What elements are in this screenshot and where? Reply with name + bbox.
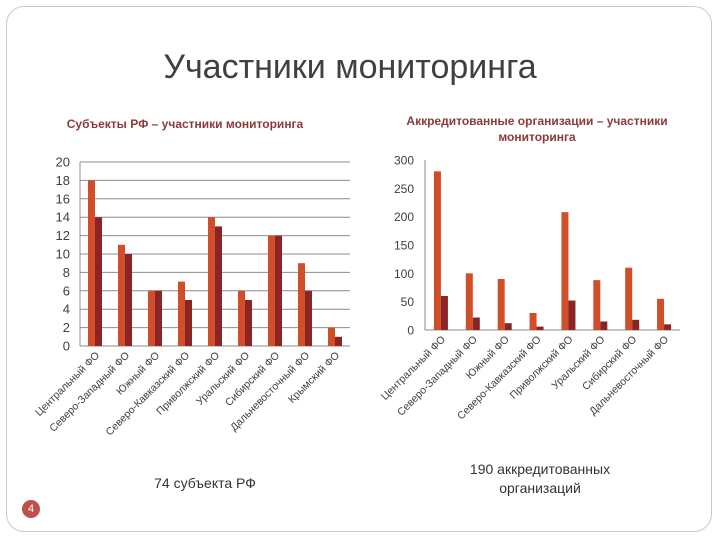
chart1-bar-series1 xyxy=(657,298,665,330)
chart0-bar-series2 xyxy=(245,300,252,346)
caption-right-line2: организаций xyxy=(499,480,581,496)
chart1-bar-series2 xyxy=(664,324,672,330)
chart0-bar-series2 xyxy=(185,300,192,346)
chart0-bar-series1 xyxy=(88,180,95,346)
chart1-bar-series1 xyxy=(465,273,473,330)
chart0-bar-series2 xyxy=(215,226,222,346)
chart1-bar-series1 xyxy=(529,313,537,330)
page-number-badge: 4 xyxy=(22,500,40,518)
chart1-bar-series2 xyxy=(504,323,512,330)
chart0-ytick-label: 0 xyxy=(63,339,70,354)
chart1-bar-series1 xyxy=(433,171,441,330)
chart1-ytick-label: 0 xyxy=(407,324,414,338)
chart0-bar-series1 xyxy=(298,263,305,346)
chart1-bar-series1 xyxy=(561,212,569,330)
chart0-ytick-label: 16 xyxy=(56,191,70,206)
chart-left-title: Субъекты РФ – участники мониторинга xyxy=(66,117,304,131)
chart1-ytick-label: 200 xyxy=(394,210,414,224)
slide-title: Участники мониторинга xyxy=(163,48,537,86)
chart1-bar-series1 xyxy=(625,267,633,330)
caption-right-line1: 190 аккредитованных xyxy=(469,461,611,477)
chart0-ytick-label: 12 xyxy=(56,228,70,243)
chart1-bar-series2 xyxy=(568,300,576,330)
chart-right-title: Аккредитованные организации – участники … xyxy=(392,113,682,145)
chart0-bar-series2 xyxy=(305,290,312,346)
chart0-ytick-label: 18 xyxy=(56,173,70,188)
chart0-ytick-label: 6 xyxy=(63,283,70,298)
chart0-ytick-label: 4 xyxy=(63,302,70,317)
chart0-bar-series2 xyxy=(125,254,132,346)
chart0-bar-series1 xyxy=(148,290,155,346)
chart0-bar-series1 xyxy=(268,235,275,346)
chart1-ytick-label: 50 xyxy=(401,295,415,309)
chart1-ytick-label: 250 xyxy=(394,182,414,196)
chart0-bar-series1 xyxy=(328,327,335,346)
chart1-bar-series2 xyxy=(600,321,608,330)
chart0-bar-series1 xyxy=(208,217,215,346)
chart0-bar-series2 xyxy=(155,290,162,346)
chart0-bar-series1 xyxy=(118,244,125,346)
chart0-ytick-label: 14 xyxy=(56,210,70,225)
chart1-ytick-label: 300 xyxy=(394,154,414,168)
chart0-ytick-label: 8 xyxy=(63,265,70,280)
chart-right-title-line2: мониторинга xyxy=(498,130,576,144)
chart0-ytick-label: 10 xyxy=(56,247,70,262)
chart1-bar-series2 xyxy=(632,319,640,330)
chart0-bar-series2 xyxy=(95,217,102,346)
chart1-ytick-label: 150 xyxy=(394,239,414,253)
chart0-bar-series2 xyxy=(335,336,342,346)
chart1-bar-series2 xyxy=(536,326,544,330)
chart0-ytick-label: 20 xyxy=(56,155,70,170)
caption-left: 74 субъекта РФ xyxy=(154,475,256,491)
chart1-bar-series1 xyxy=(497,279,505,330)
chart1-bar-series2 xyxy=(440,296,448,330)
chart-right-title-line1: Аккредитованные организации – участники xyxy=(406,114,668,128)
chart1-bar-series2 xyxy=(472,317,480,330)
chart1-ytick-label: 100 xyxy=(394,267,414,281)
chart0-ytick-label: 2 xyxy=(63,320,70,335)
chart0-bar-series2 xyxy=(275,235,282,346)
caption-right: 190 аккредитованных организаций xyxy=(430,460,650,498)
chart0-bar-series1 xyxy=(178,281,185,346)
chart0-bar-series1 xyxy=(238,290,245,346)
slide-frame xyxy=(6,6,712,532)
chart1-bar-series1 xyxy=(593,280,601,330)
